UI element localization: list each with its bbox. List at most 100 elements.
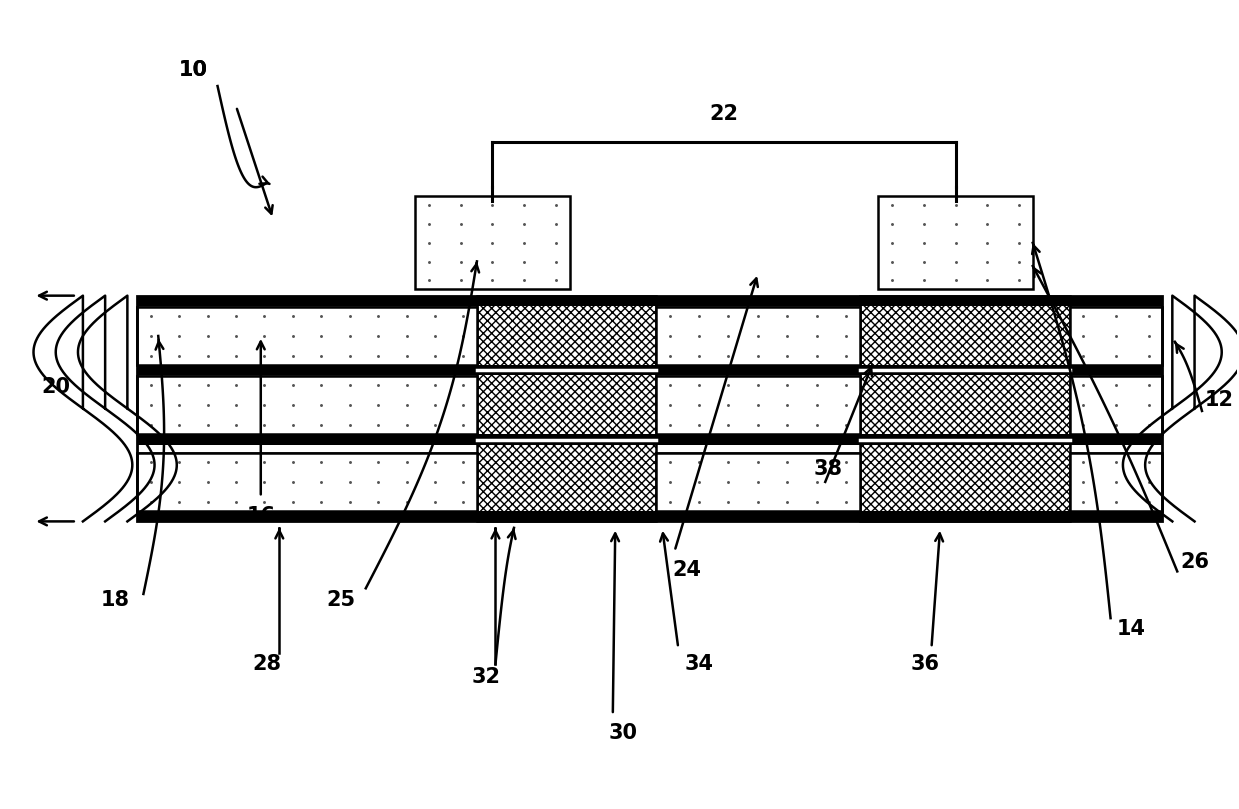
Point (882, 218, 902, 231)
Point (612, 455, 632, 468)
Point (546, 236, 566, 249)
Point (198, 309, 218, 322)
Point (1000, 349, 1020, 362)
Point (425, 309, 445, 322)
Point (659, 379, 679, 392)
Point (945, 419, 965, 432)
Point (945, 274, 965, 287)
Point (778, 309, 798, 322)
Point (307, 476, 327, 489)
Point (945, 476, 965, 489)
Point (1073, 309, 1093, 322)
Point (451, 218, 471, 231)
Point (363, 349, 383, 362)
Point (482, 218, 502, 231)
Point (311, 419, 331, 432)
Point (451, 274, 471, 287)
Point (425, 349, 445, 362)
Point (668, 349, 688, 362)
Point (141, 419, 161, 432)
Point (254, 476, 274, 489)
Point (689, 349, 709, 362)
Point (335, 455, 354, 468)
Point (668, 496, 688, 509)
Point (335, 399, 354, 412)
Point (335, 329, 354, 342)
Point (335, 476, 354, 489)
Point (196, 496, 216, 509)
Point (141, 399, 161, 412)
Point (227, 496, 247, 509)
Point (1083, 309, 1103, 322)
Point (882, 199, 902, 212)
Point (1106, 419, 1126, 432)
Point (807, 329, 826, 342)
Point (1139, 419, 1158, 432)
Bar (138, 307, 477, 365)
Point (612, 349, 632, 362)
Point (945, 329, 965, 342)
Point (917, 496, 937, 509)
Point (1139, 349, 1158, 362)
Point (1106, 399, 1126, 412)
Text: 12: 12 (1204, 391, 1234, 410)
Point (196, 476, 216, 489)
Point (141, 379, 161, 392)
Bar (655, 376, 860, 434)
Point (502, 455, 522, 468)
Point (227, 399, 247, 412)
Point (307, 399, 327, 412)
Point (425, 379, 445, 392)
Point (396, 476, 416, 489)
Point (141, 379, 161, 392)
Point (777, 379, 797, 392)
Point (777, 309, 797, 322)
Point (254, 309, 274, 322)
Point (689, 496, 709, 509)
Point (719, 476, 738, 489)
Point (834, 309, 854, 322)
Text: 30: 30 (608, 722, 637, 743)
Point (224, 399, 244, 412)
Point (311, 496, 331, 509)
Point (917, 309, 937, 322)
Point (453, 496, 473, 509)
Point (502, 476, 522, 489)
Point (1073, 476, 1093, 489)
Point (639, 379, 659, 392)
Point (861, 309, 881, 322)
Text: 20: 20 (41, 377, 71, 396)
Point (689, 379, 709, 392)
Point (418, 399, 437, 412)
Point (453, 379, 473, 392)
Bar (138, 453, 1162, 511)
Point (280, 476, 300, 489)
Point (198, 379, 218, 392)
Point (695, 349, 715, 362)
Point (1056, 349, 1075, 362)
Point (446, 455, 466, 468)
Point (282, 329, 302, 342)
Point (882, 236, 902, 249)
Point (668, 476, 688, 489)
Point (695, 329, 715, 342)
Point (861, 476, 881, 489)
Point (836, 496, 856, 509)
Point (529, 496, 549, 509)
Point (1139, 399, 1158, 412)
Point (917, 399, 937, 412)
Point (834, 476, 854, 489)
Point (1073, 496, 1093, 509)
Point (834, 349, 854, 362)
Point (335, 349, 354, 362)
Point (807, 476, 826, 489)
Point (368, 476, 388, 489)
Point (363, 496, 383, 509)
Point (546, 255, 566, 268)
Point (529, 379, 549, 392)
Point (1073, 455, 1093, 468)
Point (1106, 496, 1126, 509)
Point (252, 496, 271, 509)
Point (748, 399, 768, 412)
Point (339, 419, 359, 432)
